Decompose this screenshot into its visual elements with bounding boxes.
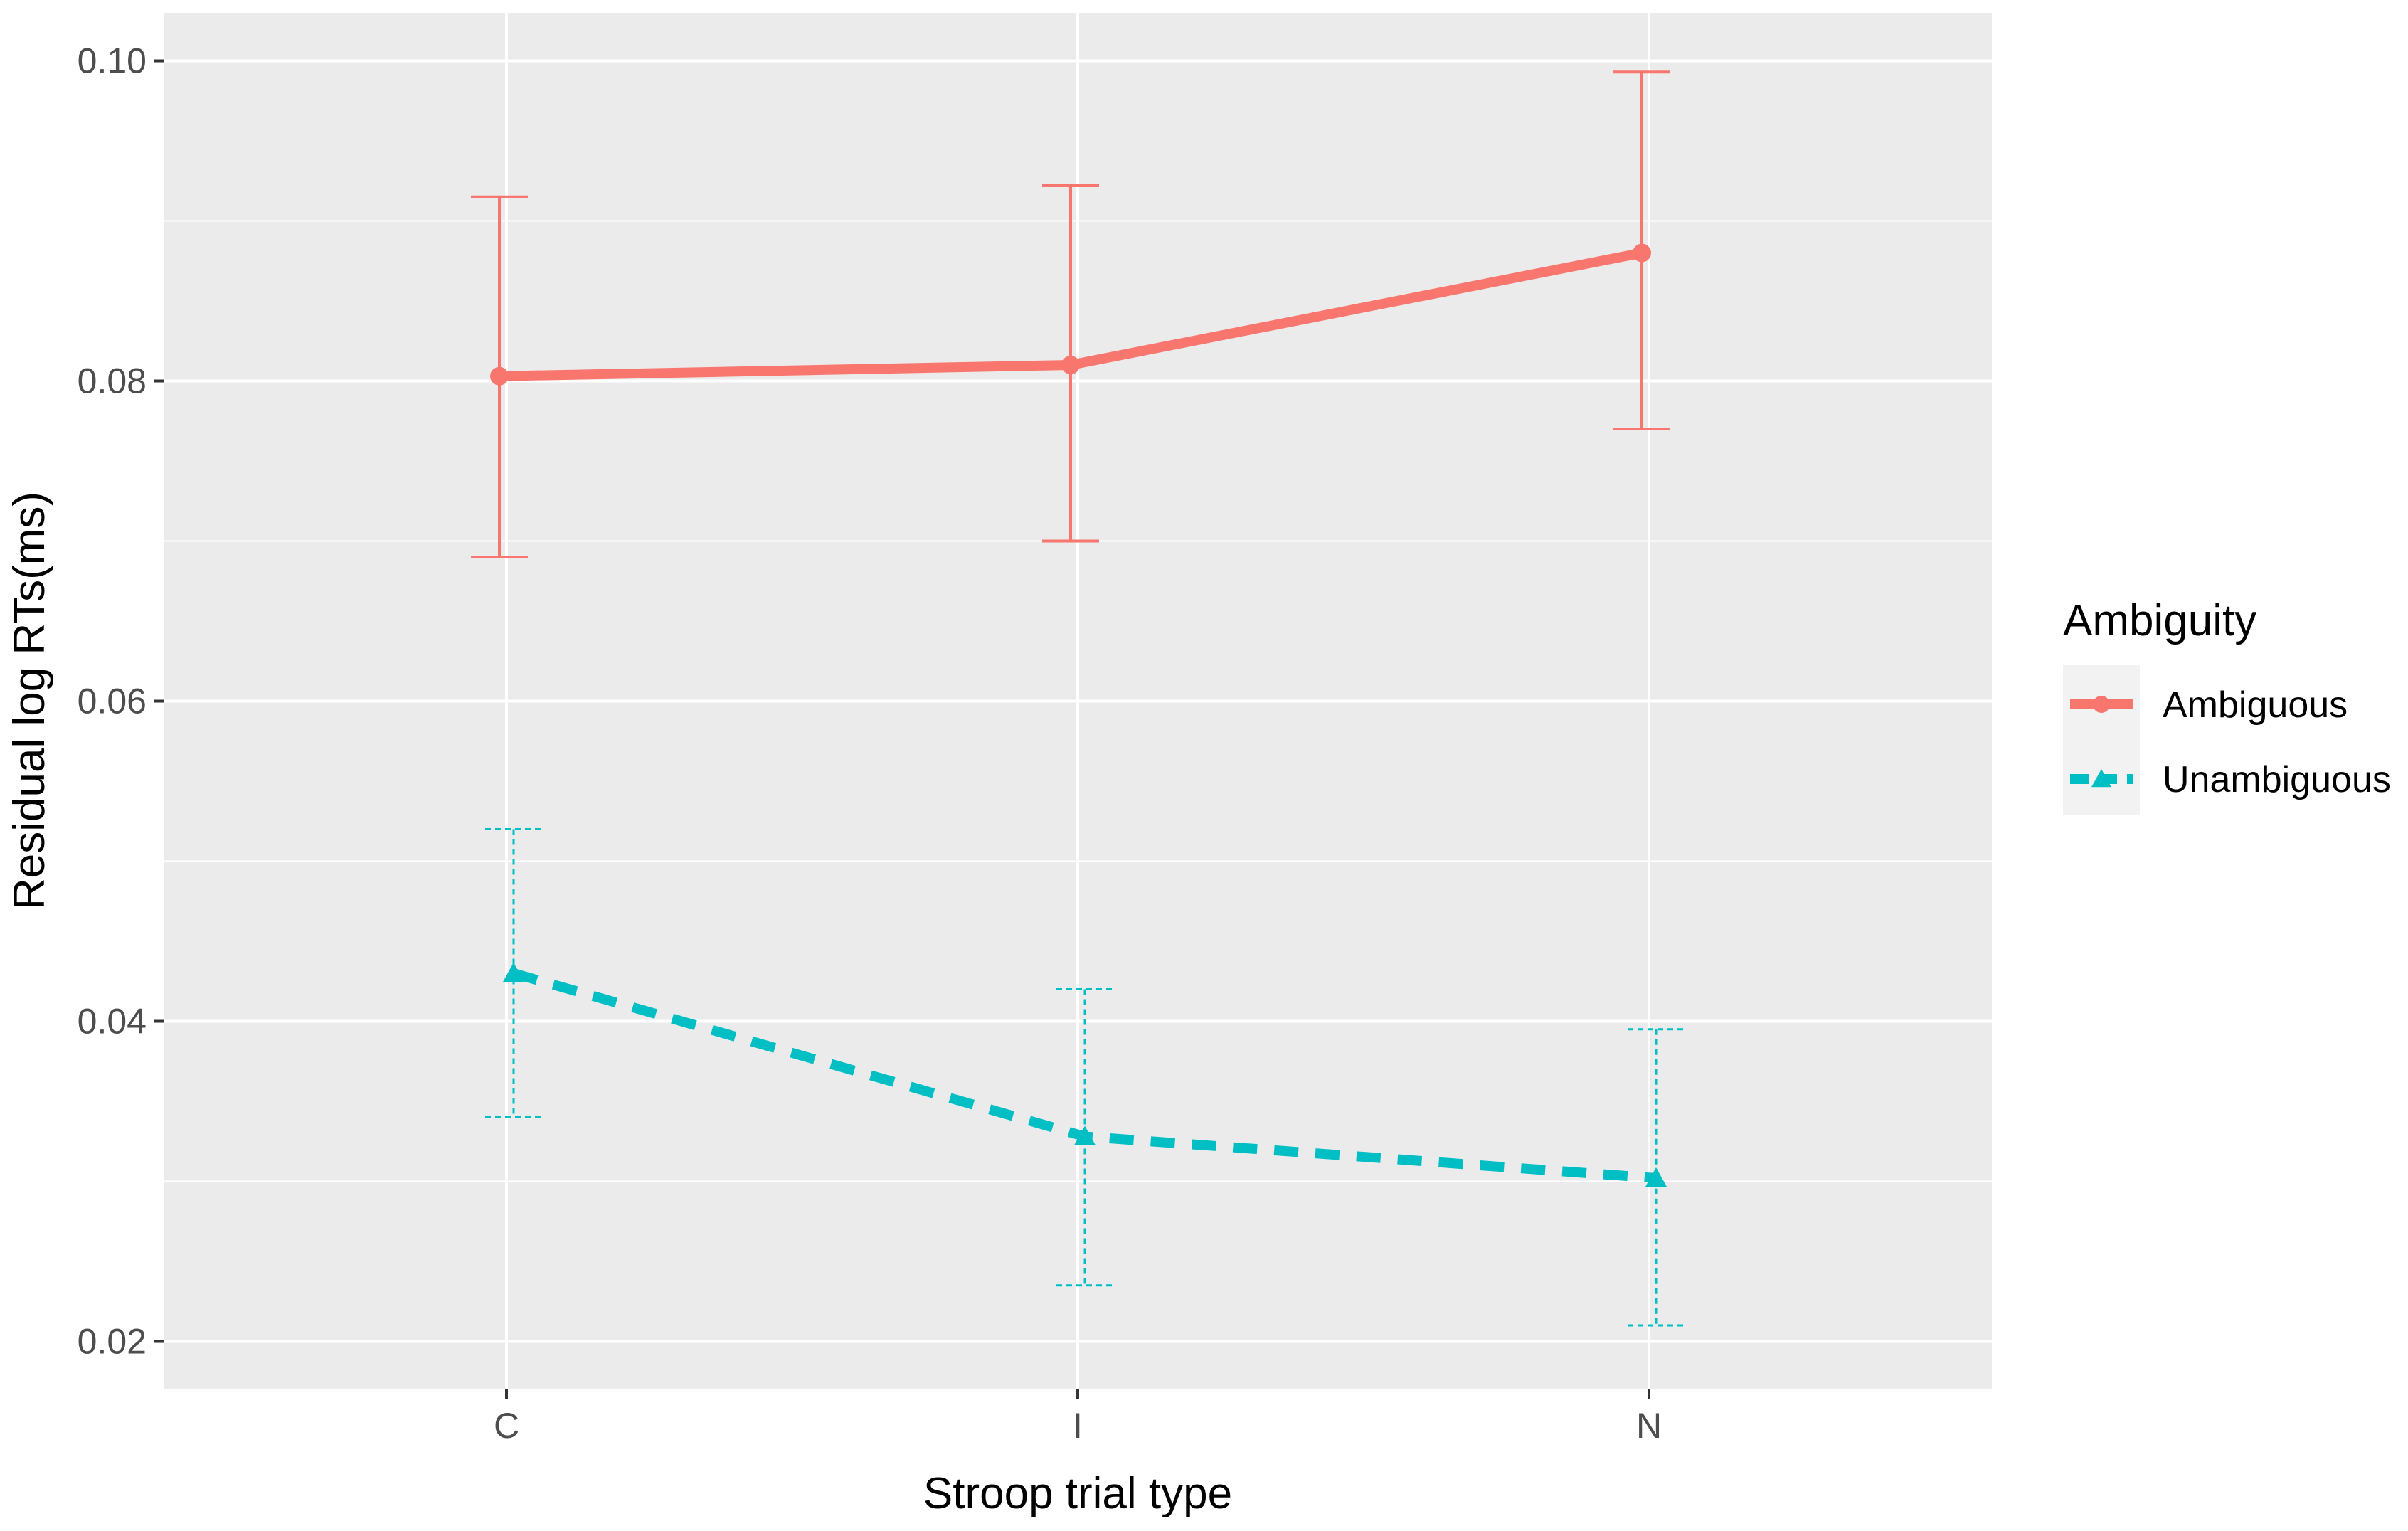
x-tick-label: N (1636, 1406, 1662, 1446)
y-tick-label: 0.06 (78, 682, 147, 721)
legend-keys: Ambiguous Unambiguous (2063, 665, 2391, 815)
data-point-marker (1645, 1167, 1667, 1187)
data-point-marker (490, 366, 509, 386)
markers (490, 243, 1667, 1187)
x-tick-label: I (1073, 1406, 1083, 1446)
y-tick-label: 0.02 (78, 1322, 147, 1362)
legend-key-marker (2091, 769, 2111, 788)
legend-label: Unambiguous (2163, 759, 2391, 800)
y-axis-title: Residual log RTs(ms) (5, 492, 54, 910)
y-tick-label: 0.04 (78, 1002, 147, 1042)
legend-key-marker (2093, 696, 2110, 713)
legend: Ambiguity Ambiguous Unambiguous (2063, 596, 2391, 815)
data-point-marker (1074, 1125, 1096, 1145)
y-axis: 0.02 0.04 0.06 0.08 0.10 (78, 41, 164, 1362)
data-point-marker (1061, 356, 1080, 374)
data-point-marker (1633, 243, 1651, 263)
y-tick-label: 0.08 (78, 361, 147, 401)
legend-title: Ambiguity (2063, 596, 2256, 645)
grid-major (164, 13, 1992, 1389)
legend-key-background (2063, 665, 2140, 815)
x-axis-title: Stroop trial type (923, 1469, 1232, 1518)
legend-label: Ambiguous (2163, 684, 2348, 726)
x-tick-label: C (494, 1406, 519, 1446)
y-tick-label: 0.10 (78, 41, 147, 81)
data-point-marker (503, 963, 524, 982)
